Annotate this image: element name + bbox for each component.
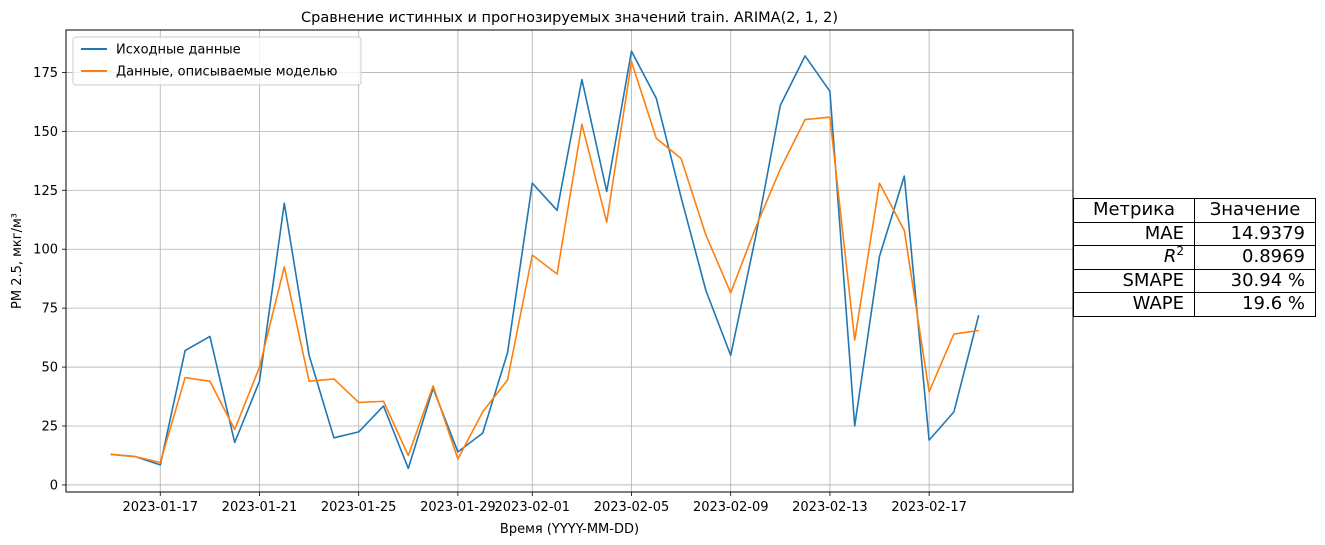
metric-name-r-sup: 2 — [1176, 244, 1184, 258]
chart-title: Сравнение истинных и прогнозируемых знач… — [301, 10, 838, 26]
metrics-header-value: Значение — [1195, 199, 1316, 223]
grid — [66, 30, 1073, 492]
x-tick-label: 2023-02-05 — [594, 500, 670, 515]
metrics-row-r2: R2 0.8969 — [1074, 246, 1316, 270]
y-tick-label: 25 — [41, 420, 58, 435]
x-tick-label: 2023-02-09 — [693, 500, 769, 515]
metric-value: 30.94 % — [1195, 269, 1316, 293]
metric-name: SMAPE — [1074, 269, 1195, 293]
x-tick-label: 2023-01-21 — [222, 500, 298, 515]
y-tick-label: 50 — [41, 361, 58, 376]
legend-label-original: Исходные данные — [116, 43, 241, 58]
metric-name: WAPE — [1074, 293, 1195, 317]
metrics-row-mae: MAE 14.9379 — [1074, 222, 1316, 246]
legend-label-model: Данные, описываемые моделью — [116, 65, 338, 80]
metric-value: 19.6 % — [1195, 293, 1316, 317]
metrics-row-smape: SMAPE 30.94 % — [1074, 269, 1316, 293]
y-tick-label: 100 — [33, 243, 58, 258]
series-lines — [111, 51, 979, 468]
x-tick-label: 2023-02-17 — [891, 500, 967, 515]
metrics-table: Метрика Значение MAE 14.9379 R2 0.8969 S… — [1073, 198, 1316, 317]
metrics-header-metric: Метрика — [1074, 199, 1195, 223]
y-tick-label: 125 — [33, 184, 58, 199]
x-tick-label: 2023-01-17 — [122, 500, 198, 515]
x-tick-label: 2023-01-25 — [321, 500, 397, 515]
x-tick-label: 2023-01-29 — [420, 500, 496, 515]
legend: Исходные данные Данные, описываемые моде… — [73, 37, 361, 85]
y-tick-label: 0 — [50, 478, 58, 493]
metrics-row-wape: WAPE 19.6 % — [1074, 293, 1316, 317]
y-axis-label: PM 2.5, мкг/м³ — [10, 213, 25, 309]
axis-ticks: 2023-01-17 2023-01-21 2023-01-25 2023-01-29… — [33, 66, 967, 515]
x-axis-label: Время (YYYY-MM-DD) — [500, 522, 639, 537]
metric-name-r: R — [1164, 246, 1177, 267]
plot-frame — [66, 30, 1073, 492]
x-tick-label: 2023-02-13 — [792, 500, 868, 515]
metric-value: 0.8969 — [1195, 246, 1316, 270]
x-tick-label: 2023-02-01 — [495, 500, 571, 515]
y-tick-label: 175 — [33, 66, 58, 81]
series-line-model — [111, 62, 979, 463]
metric-value: 14.9379 — [1195, 222, 1316, 246]
y-tick-label: 150 — [33, 125, 58, 140]
y-tick-label: 75 — [41, 302, 58, 317]
series-line-original — [111, 51, 979, 468]
metric-name: MAE — [1074, 222, 1195, 246]
metric-name: R2 — [1074, 246, 1195, 270]
metrics-table-header: Метрика Значение — [1074, 199, 1316, 223]
